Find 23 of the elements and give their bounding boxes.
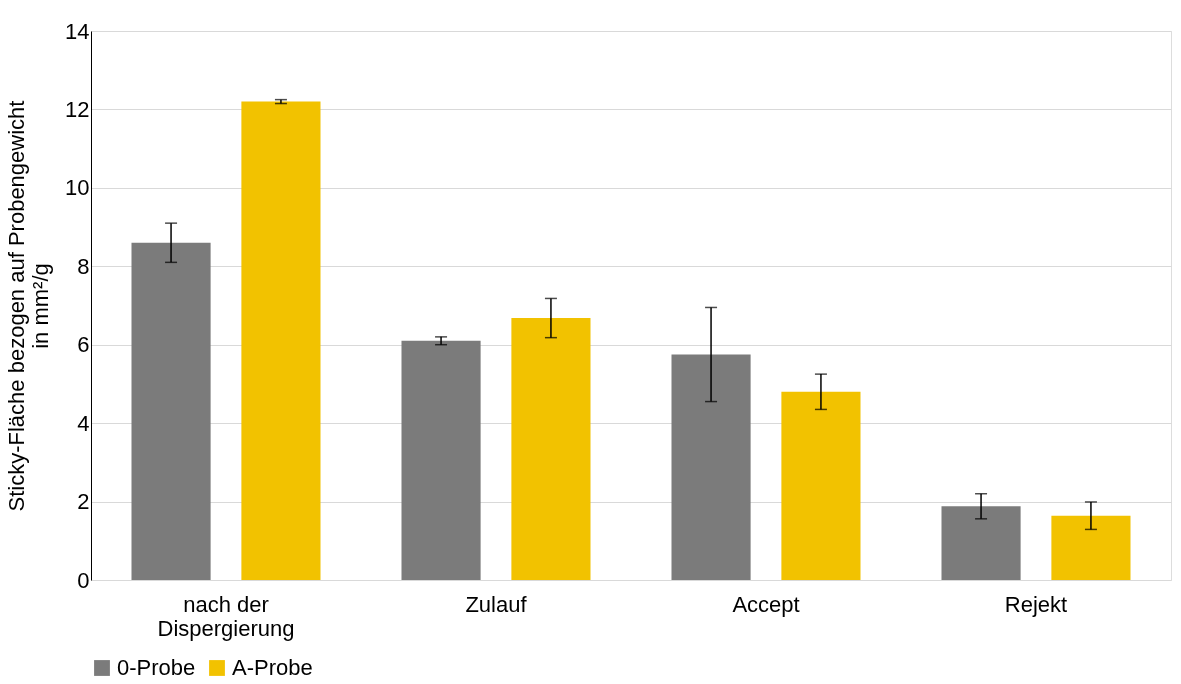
y-tick-label: 14	[65, 18, 90, 44]
legend-label: 0-Probe	[117, 655, 196, 680]
y-tick-label: 12	[65, 96, 90, 122]
bar	[671, 354, 751, 580]
y-axis-title: Sticky-Fläche bezogen auf Probengewicht in mm²/g	[4, 100, 54, 512]
y-tick-label: 4	[77, 410, 90, 436]
y-tick-label: 8	[77, 253, 90, 279]
y-tick-label: 2	[77, 489, 90, 515]
bar	[131, 242, 211, 580]
x-tick-label: Accept	[732, 591, 800, 617]
y-tick-label: 0	[77, 567, 90, 593]
bar	[1051, 515, 1131, 580]
x-tick-label: Zulauf	[465, 591, 528, 617]
x-tick-label: nach der Dispergierung	[157, 591, 295, 641]
legend-label: A-Probe	[232, 655, 313, 680]
x-tick-label: Rejekt	[1004, 591, 1068, 617]
y-tick-label: 6	[77, 332, 90, 358]
bar	[511, 318, 591, 580]
bar	[941, 506, 1021, 580]
bar	[401, 340, 481, 580]
bar	[241, 101, 321, 580]
y-tick-label: 10	[65, 175, 90, 201]
bar	[781, 391, 861, 580]
